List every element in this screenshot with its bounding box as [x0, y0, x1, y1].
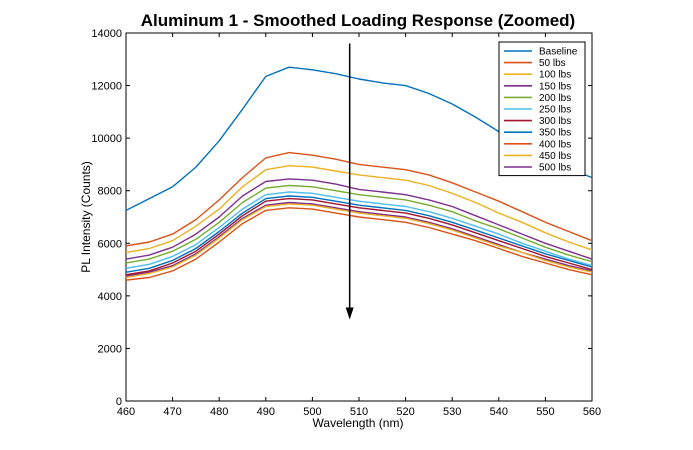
x-tick-label: 550 [536, 406, 554, 418]
legend-label: 100 lbs [539, 70, 571, 81]
chart-title: Aluminum 1 - Smoothed Loading Response (… [141, 11, 575, 30]
x-axis-label: Wavelength (nm) [313, 416, 404, 430]
legend-label: 400 lbs [539, 139, 571, 150]
legend-label: 50 lbs [539, 58, 566, 69]
y-tick-label: 14000 [91, 28, 122, 40]
x-tick-label: 520 [396, 406, 414, 418]
x-tick-label: 480 [210, 406, 228, 418]
legend-label: 200 lbs [539, 93, 571, 104]
legend-label: 300 lbs [539, 116, 571, 127]
x-axis: 460 470 480 490 500 510 520 530 540 550 560 [117, 33, 601, 418]
series-line-400-lbs [125, 207, 593, 281]
series-line-100-lbs [125, 164, 593, 254]
y-tick-label: 0 [116, 396, 122, 408]
load-direction-arrow [345, 43, 354, 320]
arrow-head [345, 307, 354, 320]
x-tick-label: 540 [490, 406, 508, 418]
x-tick-label: 560 [583, 406, 601, 418]
x-tick-label: 470 [163, 406, 181, 418]
series-line-50-lbs [125, 151, 593, 247]
y-tick-label: 4000 [98, 291, 122, 303]
x-tick-label: 530 [443, 406, 461, 418]
series-line-350-lbs [125, 195, 593, 273]
y-tick-label: 6000 [98, 238, 122, 250]
x-tick-label: 500 [303, 406, 321, 418]
x-tick-label: 490 [257, 406, 275, 418]
y-tick-label: 2000 [98, 343, 122, 355]
legend-label: 250 lbs [539, 105, 571, 116]
series-line-150-lbs [125, 178, 593, 260]
series-group [125, 66, 593, 281]
series-line-200-lbs [125, 184, 593, 264]
x-tick-label: 510 [350, 406, 368, 418]
series-line-450-lbs [125, 203, 593, 279]
series-line-300-lbs [125, 197, 593, 276]
y-axis: 0 2000 4000 6000 8000 10000 12000 14000 [91, 28, 592, 408]
x-tick-label: 460 [117, 406, 135, 418]
legend-label: 500 lbs [539, 163, 571, 174]
series-line-250-lbs [125, 191, 593, 269]
y-axis-label: PL Intensity (Counts) [79, 161, 93, 273]
legend-label: 450 lbs [539, 151, 571, 162]
y-tick-label: 8000 [98, 186, 122, 198]
y-tick-label: 10000 [91, 133, 122, 145]
legend-label: 350 lbs [539, 128, 571, 139]
legend-label: 150 lbs [539, 81, 571, 92]
legend-label: Baseline [539, 47, 578, 58]
y-tick-label: 12000 [91, 81, 122, 93]
